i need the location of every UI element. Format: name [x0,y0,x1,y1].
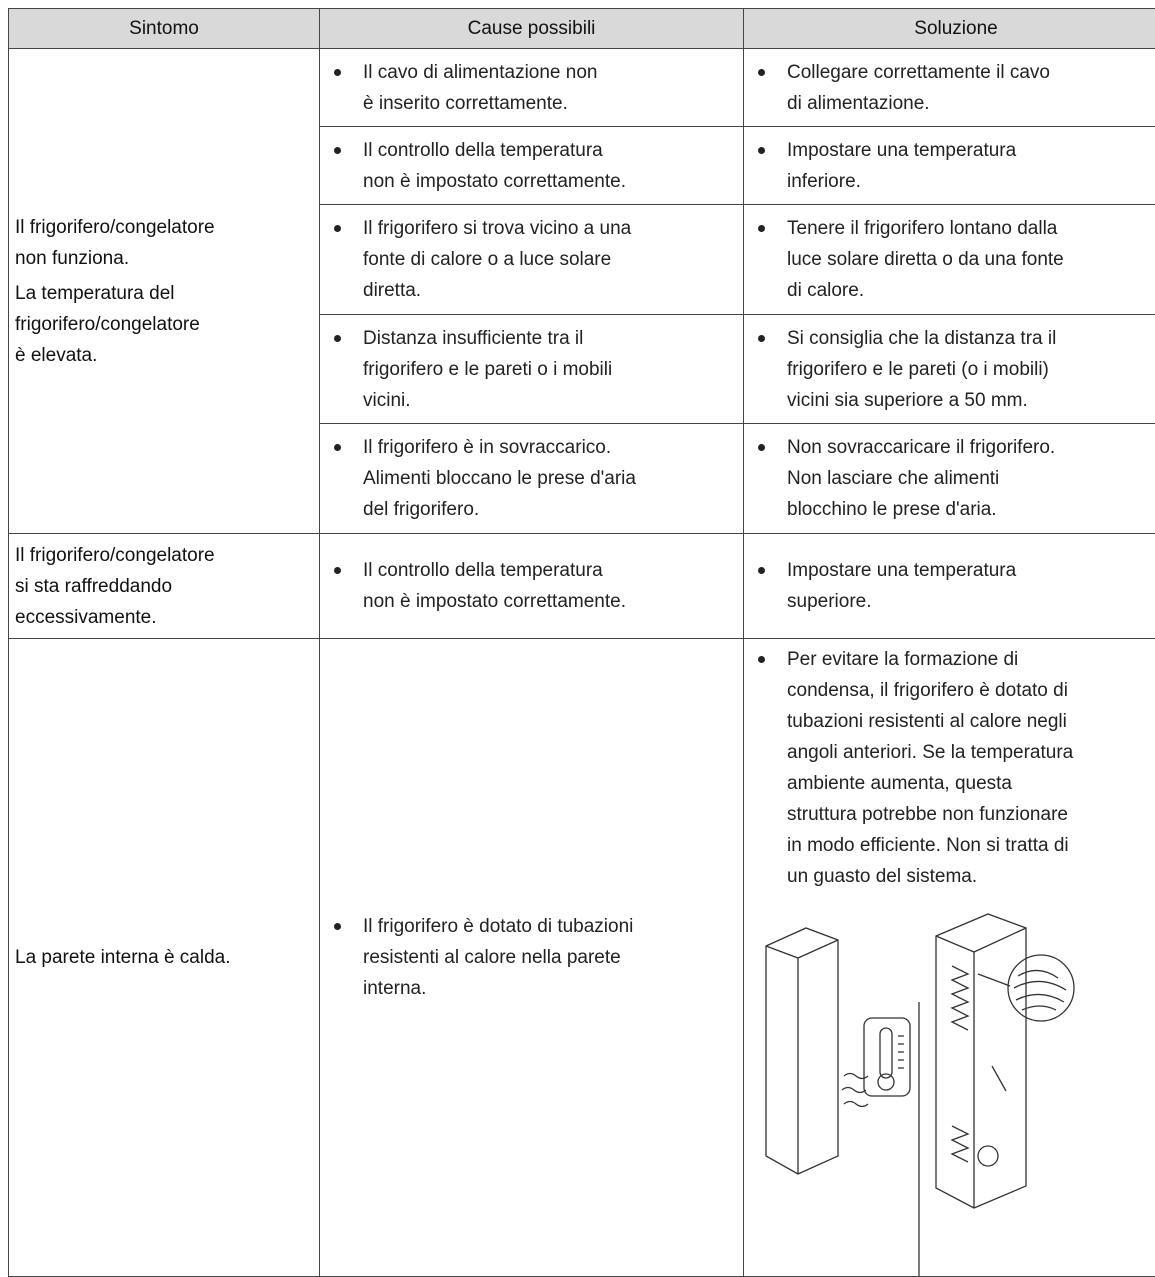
text-line: Il cavo di alimentazione non [363,57,743,88]
text-line: vicini. [363,385,743,416]
text-line: Non lasciare che alimenti [787,463,1155,494]
text-line: Il controllo della temperatura [363,555,743,586]
table-row: La parete interna è calda.Il frigorifero… [9,639,1155,1277]
text-line: angoli anteriori. Se la temperatura [787,737,1155,768]
text-line: Il frigorifero si trova vicino a una [363,213,743,244]
text-line: eccessivamente. [15,602,319,633]
bullet-item: Non sovraccaricare il frigorifero.Non la… [744,432,1155,525]
paragraph: La parete interna è calda. [15,942,319,973]
text-line: diretta. [363,275,743,306]
text-line: Il frigorifero/congelatore [15,212,319,243]
bullet-item: Il frigorifero è in sovraccarico.Aliment… [320,432,743,525]
table-wrapper: Sintomo Cause possibili Soluzione Il fri… [8,8,1155,1277]
text-line: frigorifero e le pareti (o i mobili) [787,354,1155,385]
text-line: Il frigorifero è dotato di tubazioni [363,911,743,942]
text-line: struttura potrebbe non funzionare [787,799,1155,830]
text-line: del frigorifero. [363,494,743,525]
text-line: resistenti al calore nella parete [363,942,743,973]
text-line: superiore. [787,586,1155,617]
text-line: non è impostato correttamente. [363,166,743,197]
header-cell: Sintomo [9,9,320,49]
text-line: Tenere il frigorifero lontano dalla [787,213,1155,244]
text-line: Si consiglia che la distanza tra il [787,323,1155,354]
text-line: inferiore. [787,166,1155,197]
text-line: Il controllo della temperatura [363,135,743,166]
text-line: Il frigorifero è in sovraccarico. [363,432,743,463]
text-line: vicini sia superiore a 50 mm. [787,385,1155,416]
text-line: interna. [363,973,743,1004]
text-line: Impostare una temperatura [787,135,1155,166]
solution-cell: Non sovraccaricare il frigorifero.Non la… [744,424,1155,534]
text-line: non è impostato correttamente. [363,586,743,617]
text-line: ambiente aumenta, questa [787,768,1155,799]
header-cell: Soluzione [744,9,1155,49]
header-cell: Cause possibili [320,9,744,49]
text-line: condensa, il frigorifero è dotato di [787,675,1155,706]
text-line: Il frigorifero/congelatore [15,540,319,571]
text-line: frigorifero e le pareti o i mobili [363,354,743,385]
symptom-cell: La parete interna è calda. [9,639,320,1277]
text-line: La parete interna è calda. [15,942,319,973]
text-line: frigorifero/congelatore [15,309,319,340]
text-line: è elevata. [15,340,319,371]
cause-cell: Il frigorifero è in sovraccarico.Aliment… [320,424,744,534]
header-row: Sintomo Cause possibili Soluzione [9,9,1155,49]
text-line: in modo efficiente. Non si tratta di [787,830,1155,861]
text-line: di alimentazione. [787,88,1155,119]
text-line: fonte di calore o a luce solare [363,244,743,275]
text-line: si sta raffreddando [15,571,319,602]
text-line: un guasto del sistema. [787,861,1155,892]
text-line: Per evitare la formazione di [787,644,1155,675]
page: Sintomo Cause possibili Soluzione Il fri… [0,0,1155,1127]
text-line: blocchino le prese d'aria. [787,494,1155,525]
text-line: tubazioni resistenti al calore negli [787,706,1155,737]
text-line: luce solare diretta o da una fonte [787,244,1155,275]
text-line: Distanza insufficiente tra il [363,323,743,354]
troubleshooting-table: Sintomo Cause possibili Soluzione Il fri… [8,8,1155,1277]
text-line: non funziona. [15,243,319,274]
illustration [756,906,1076,1276]
text-line: è inserito correttamente. [363,88,743,119]
text-line: Collegare correttamente il cavo [787,57,1155,88]
text-line: La temperatura del [15,278,319,309]
text-line: Impostare una temperatura [787,555,1155,586]
text-line: di calore. [787,275,1155,306]
text-line: Alimenti bloccano le prese d'aria [363,463,743,494]
text-line: Non sovraccaricare il frigorifero. [787,432,1155,463]
